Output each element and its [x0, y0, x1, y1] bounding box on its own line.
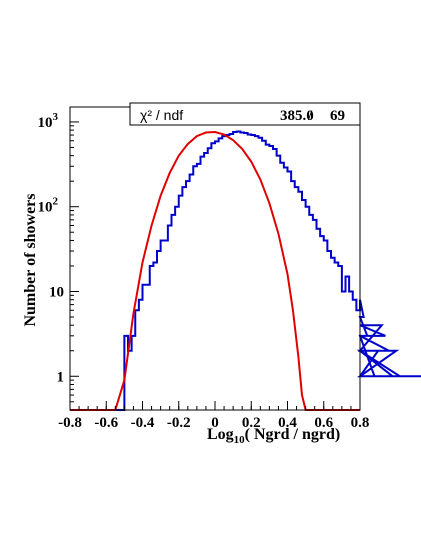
x-tick-label: -0.6: [94, 415, 118, 431]
y-tick-label: 103: [38, 111, 59, 131]
stats-box: χ² / ndf 385.0 / 69: [129, 102, 361, 126]
x-tick-label: -0.8: [58, 415, 82, 431]
y-tick-label: 102: [38, 196, 59, 216]
stats-separator: /: [307, 108, 313, 124]
x-axis-ticks: -0.8 -0.6 -0.4 -0.2 0 0.2 0.4 0.6 0.8: [58, 401, 369, 431]
x-tick-label: 0.2: [242, 415, 261, 431]
y-axis-ticks: 1 10 102 103: [38, 111, 79, 403]
x-axis-title-rest: ( Ngrd / ngrd): [245, 426, 341, 443]
x-tick-label: 0.8: [351, 415, 370, 431]
stats-chi2-label: χ² / ndf: [140, 107, 183, 123]
x-tick-label: 0.4: [278, 415, 297, 431]
y-axis-title: Number of showers: [22, 193, 39, 326]
x-tick-label: 0: [211, 415, 219, 431]
x-axis-title-subscript: 10: [234, 434, 246, 446]
x-tick-label: 0.6: [314, 415, 333, 431]
stats-ndf-value: 69: [330, 108, 345, 124]
svg-text:Log10( Ngrd / ngrd): Log10( Ngrd / ngrd): [207, 426, 340, 446]
stats-box-frame: [129, 102, 361, 126]
stats-chi2-value: 385.0: [280, 108, 314, 124]
y-tick-label: 1: [57, 369, 65, 385]
fit-curve-line: [70, 131, 360, 411]
x-tick-label: -0.4: [131, 415, 155, 431]
x-axis-title: Log10( Ngrd / ngrd): [207, 426, 340, 446]
x-tick-label: -0.2: [167, 415, 191, 431]
y-tick-label: 10: [49, 284, 64, 300]
x-axis-title-main: Log: [207, 426, 234, 443]
